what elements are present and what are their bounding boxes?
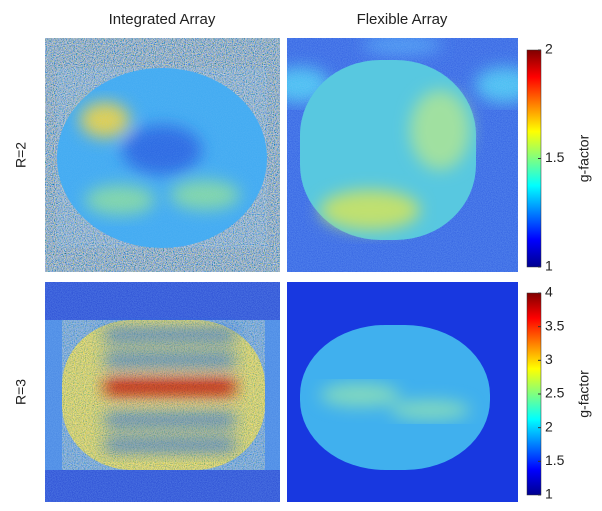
colorbar-label: g-factor	[576, 134, 592, 182]
figure: Integrated Array Flexible Array R=2 R=3	[0, 0, 602, 506]
colorbar-label: g-factor	[576, 370, 592, 418]
colorbar-tick-label: 4	[545, 284, 553, 300]
colorbar-tick-label: 3.5	[545, 317, 565, 333]
colorbar-tick-label: 1.5	[545, 452, 565, 468]
colorbar-tick-label: 1.5	[545, 149, 565, 165]
column-title: Integrated Array	[109, 11, 216, 28]
colorbar-tick-label: 1	[545, 486, 553, 502]
g-factor-map	[287, 282, 518, 502]
row-label: R=2	[13, 142, 29, 168]
colorbar-tick-label: 1	[545, 258, 553, 274]
g-factor-map	[45, 282, 280, 502]
g-factor-map	[270, 35, 535, 272]
colorbar-tick-label: 2.5	[545, 385, 565, 401]
colorbar-tick-label: 2	[545, 41, 553, 57]
column-title: Flexible Array	[357, 11, 448, 28]
colorbar-tick-label: 2	[545, 418, 553, 434]
row-label: R=3	[13, 379, 29, 405]
g-factor-map	[45, 38, 280, 272]
colorbar-tick-label: 3	[545, 351, 553, 367]
